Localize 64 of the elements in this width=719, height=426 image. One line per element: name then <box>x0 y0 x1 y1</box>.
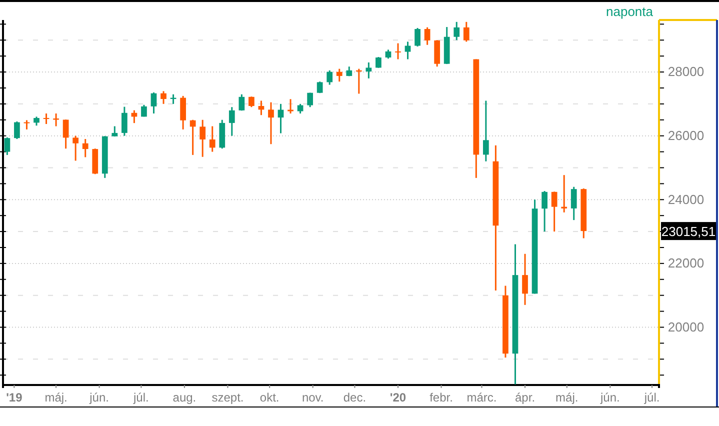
x-tick-label: júl. <box>132 390 149 405</box>
candlestick <box>200 119 206 158</box>
candlestick <box>278 103 284 134</box>
candlestick <box>258 100 264 116</box>
candlestick <box>561 174 568 214</box>
candlestick <box>326 70 333 86</box>
candlestick <box>463 21 470 42</box>
candlestick <box>522 253 528 306</box>
candlestick <box>180 95 186 130</box>
x-tick-label: márc. <box>466 390 497 405</box>
candlestick <box>288 98 294 114</box>
y-tick-label: 24000 <box>668 192 704 207</box>
x-tick-label: máj. <box>44 390 68 405</box>
candlestick <box>268 102 274 145</box>
candlestick <box>160 90 166 105</box>
x-tick-label: jún. <box>88 390 109 405</box>
x-tick-label: okt. <box>260 390 280 405</box>
y-tick-label: 22000 <box>668 256 704 271</box>
candlestick <box>43 112 50 125</box>
candlestick <box>307 92 313 108</box>
candlestick <box>248 96 254 108</box>
candlestick <box>414 27 420 48</box>
candlestick <box>72 135 79 162</box>
candlestick <box>62 118 69 150</box>
text: 23015,51 <box>661 224 716 240</box>
candlestick <box>228 106 235 137</box>
candlestick <box>366 62 372 80</box>
candlestick <box>424 26 430 46</box>
x-tick-label: szept. <box>212 390 244 405</box>
y-tick-label: 26000 <box>668 128 704 143</box>
candlestick <box>122 106 128 137</box>
candlestick <box>570 186 577 221</box>
x-tick-label: '19 <box>6 390 23 405</box>
candlestick <box>434 39 440 68</box>
text: naponta <box>606 4 654 19</box>
candlestick <box>4 136 10 156</box>
candlestick <box>14 120 20 140</box>
candlestick <box>238 94 245 112</box>
candlestick <box>376 56 382 69</box>
x-tick-label: dec. <box>343 390 366 405</box>
candlestick <box>395 42 401 60</box>
x-tick-label: máj. <box>556 390 578 405</box>
x-tick-label: '20 <box>390 390 406 405</box>
x-tick-label: jún. <box>599 390 620 405</box>
candlestick <box>482 100 489 162</box>
candlestick <box>112 125 118 138</box>
candlestick <box>454 21 460 41</box>
x-tick-label: ápr. <box>515 390 536 405</box>
candlestick <box>551 190 558 232</box>
x-tick-label: febr. <box>430 390 453 405</box>
candlestick <box>404 40 411 60</box>
x-tick-label: júl. <box>643 390 660 405</box>
x-tick-label: aug. <box>172 390 196 405</box>
candlestick <box>24 119 30 130</box>
candlestick <box>336 68 342 82</box>
x-tick-label: nov. <box>302 390 324 405</box>
candlestick <box>542 190 548 232</box>
candlestick <box>150 92 157 114</box>
candlestick <box>190 119 196 156</box>
candlestick <box>297 103 304 114</box>
candlestick <box>209 125 216 153</box>
y-tick-label: 20000 <box>668 319 704 334</box>
candlestick <box>82 138 88 158</box>
y-tick-label: 28000 <box>668 64 704 80</box>
